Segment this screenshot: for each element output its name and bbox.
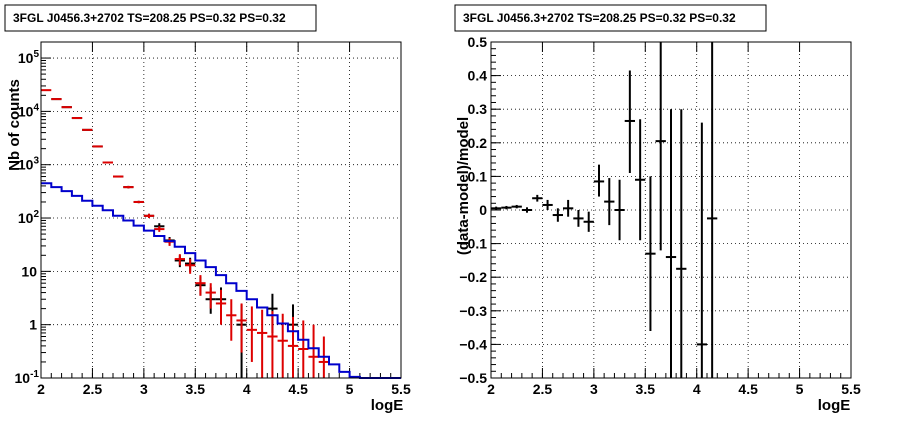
chart2-title: 3FGL J0456.3+2702 TS=208.25 PS=0.32 PS=0… [463,11,736,25]
chart2-data-point [491,206,502,210]
chart1-x-tick-label: 2 [37,381,45,397]
chart1-data-point [257,309,268,378]
chart1-data-point [133,200,144,204]
chart2-data-point [635,119,646,241]
chart2-y-tick-label: 0 [479,202,487,218]
chart1-series-2 [41,89,329,378]
chart2-x-tick-label: 4.5 [738,381,758,397]
chart1-data-point [236,303,247,353]
chart1-data-point [298,320,309,378]
chart2-y-tick-label: 0.5 [468,34,488,50]
chart2-data-point [665,109,677,378]
chart1-x-tick-label: 5.5 [391,381,411,397]
chart2-data-point [645,176,656,331]
chart2-data-point [593,164,605,197]
chart2-data-point [604,178,615,226]
chart2-data-point [696,122,707,378]
chart1-data-point [113,175,124,178]
chart1-x-tick-label: 2.5 [83,381,103,397]
chart2-data-point [552,208,563,222]
chart2-data-point [655,42,666,251]
chart2-y-tick-label: 0.3 [468,101,488,117]
chart2-x-tick-label: 5.5 [841,381,861,397]
chart1-y-tick-label: 1 [29,317,37,333]
chart1-series-3 [41,182,401,379]
chart2-y-tick-label: 0.4 [468,68,488,84]
chart1-y-tick-label: 105 [18,49,40,66]
chart2-series-1 [491,42,718,378]
chart1-data-point [226,299,237,341]
chart1-data-point [174,254,185,266]
chart1-x-tick-label: 5 [346,381,354,397]
chart1-panel: 3FGL J0456.3+2702 TS=208.25 PS=0.32 PS=0… [4,4,411,414]
chart1-title: 3FGL J0456.3+2702 TS=208.25 PS=0.32 PS=0… [13,11,286,25]
chart1-data-point [195,275,206,296]
chart1-data-point [123,185,134,189]
chart1-x-tick-label: 3 [140,381,148,397]
chart2-data-point [542,199,553,210]
chart1-data-point [205,283,216,309]
chart2-data-point [511,204,522,209]
chart1-y-tick-label: 102 [18,209,40,226]
chart1-frame [40,41,402,379]
chart1-x-axis-label: logE [371,397,404,414]
chart2-data-point [624,70,635,174]
chart2-x-tick-label: 3 [590,381,598,397]
chart1-y-tick-label: 10 [21,263,37,279]
chart1-model-step-line [41,182,401,379]
chart2-x-tick-label: 5 [796,381,804,397]
chart1-y-axis-label: Nb of counts [6,79,23,171]
chart1-data-point [287,316,299,378]
chart2-y-tick-label: 0.1 [468,168,488,184]
chart2-y-axis-label: (data-model)/model [455,117,472,255]
chart2-y-tick-label: −0.3 [459,303,487,319]
chart2-data-point [573,210,584,227]
chart1-series-1 [51,98,299,378]
chart1-data-point [215,289,227,325]
chart2-y-tick-label: −0.5 [459,370,487,386]
chart1-y-tick-label: 10-1 [15,369,40,386]
chart2-y-tick-label: −0.2 [459,269,487,285]
chart2-data-point [614,179,625,241]
chart2-title-box [454,4,767,32]
chart1-data-point [143,213,155,219]
chart1-x-tick-label: 4 [243,381,251,397]
chart1-data-point [267,311,278,378]
chart2-data-point [707,42,718,378]
chart2-frame [490,41,852,379]
chart2-data-point [501,205,512,210]
chart2-panel: 3FGL J0456.3+2702 TS=208.25 PS=0.32 PS=0… [454,4,861,414]
chart2-y-tick-label: −0.4 [459,336,487,352]
chart2-x-tick-label: 2 [487,381,495,397]
chart2-data-point [521,207,533,213]
chart1-title-box [4,4,317,32]
chart1-data-point [185,259,196,274]
chart1-x-tick-label: 4.5 [288,381,308,397]
chart1-y-tick-label: 104 [18,102,40,119]
chart2-data-point [583,211,594,232]
chart2-data-point [532,194,543,202]
chart1-data-point [154,226,165,232]
chart2-x-tick-label: 4 [693,381,701,397]
chart1-data-point [92,145,103,148]
chart2-y-tick-label: −0.1 [459,236,487,252]
chart2-x-axis-label: logE [818,397,851,414]
chart1-data-point [246,306,257,362]
chart2-data-point [563,199,574,217]
chart1-data-point [82,128,93,131]
chart2-data-point [676,109,687,378]
chart2-x-tick-label: 2.5 [533,381,553,397]
chart2-y-tick-label: 0.2 [468,135,488,151]
chart1-data-point [102,161,113,164]
chart1-x-tick-label: 3.5 [186,381,206,397]
chart2-x-tick-label: 3.5 [636,381,656,397]
chart1-y-tick-label: 103 [18,156,40,173]
chart1-data-point [308,324,319,378]
